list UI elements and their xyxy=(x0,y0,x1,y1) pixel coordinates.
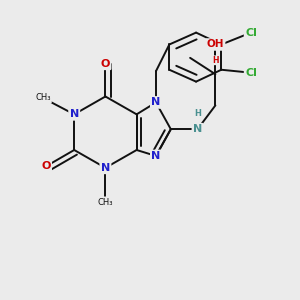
Text: H: H xyxy=(212,56,219,65)
Text: N: N xyxy=(151,151,160,161)
Text: N: N xyxy=(101,163,110,173)
Text: OH: OH xyxy=(207,40,224,50)
Text: H: H xyxy=(194,109,201,118)
Text: N: N xyxy=(193,124,202,134)
Text: CH₃: CH₃ xyxy=(98,197,113,206)
Text: CH₃: CH₃ xyxy=(35,94,51,103)
Text: Cl: Cl xyxy=(245,68,257,78)
Text: N: N xyxy=(151,98,160,107)
Text: O: O xyxy=(41,161,51,171)
Text: N: N xyxy=(70,109,79,119)
Text: Cl: Cl xyxy=(245,28,257,38)
Text: O: O xyxy=(101,59,110,69)
